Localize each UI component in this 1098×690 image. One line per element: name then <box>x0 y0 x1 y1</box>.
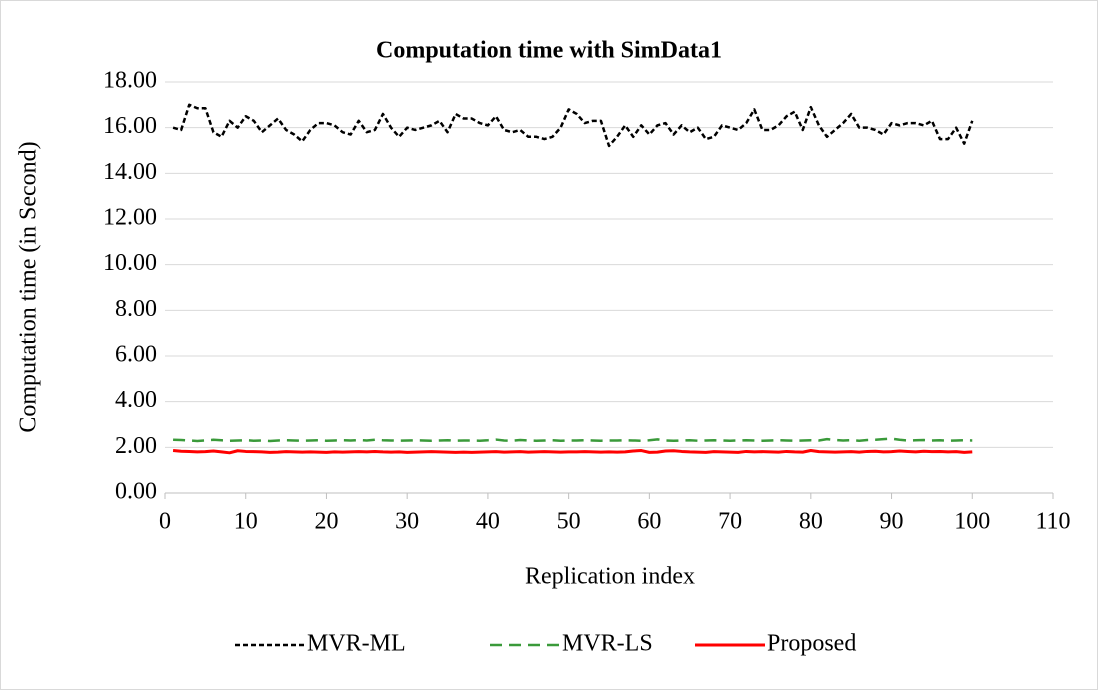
x-tick-label: 100 <box>954 509 990 535</box>
x-tick-label: 60 <box>637 509 661 535</box>
y-tick-label: 2.00 <box>115 433 157 459</box>
line-series <box>172 103 974 148</box>
x-tick-label: 110 <box>1035 509 1070 535</box>
x-tick-label: 20 <box>314 509 338 535</box>
x-tick-label: 70 <box>718 509 742 535</box>
y-axis-label: Computation time (in Second) <box>16 141 42 432</box>
legend-label: Proposed <box>767 631 856 657</box>
y-tick-label: 6.00 <box>115 342 157 368</box>
x-axis-label: Replication index <box>525 564 695 590</box>
chart-title: Computation time with SimData1 <box>376 38 722 64</box>
x-tick-label: 30 <box>395 509 419 535</box>
line-series <box>173 437 973 443</box>
x-tick-label: 0 <box>159 509 171 535</box>
y-tick-label: 14.00 <box>103 159 157 185</box>
x-tick-label: 40 <box>476 509 500 535</box>
y-tick-label: 10.00 <box>103 250 157 276</box>
y-tick-label: 4.00 <box>115 387 157 413</box>
x-tick-label: 90 <box>880 509 904 535</box>
line-series <box>172 449 973 455</box>
x-tick-label: 50 <box>557 509 581 535</box>
legend-label: MVR-LS <box>562 631 653 657</box>
y-tick-label: 18.00 <box>103 68 157 94</box>
y-tick-label: 16.00 <box>103 113 157 139</box>
y-tick-label: 0.00 <box>115 479 157 505</box>
y-tick-label: 8.00 <box>115 296 157 322</box>
x-tick-label: 80 <box>799 509 823 535</box>
y-tick-label: 12.00 <box>103 205 157 231</box>
x-tick-label: 10 <box>234 509 258 535</box>
legend-label: MVR-ML <box>307 631 406 657</box>
